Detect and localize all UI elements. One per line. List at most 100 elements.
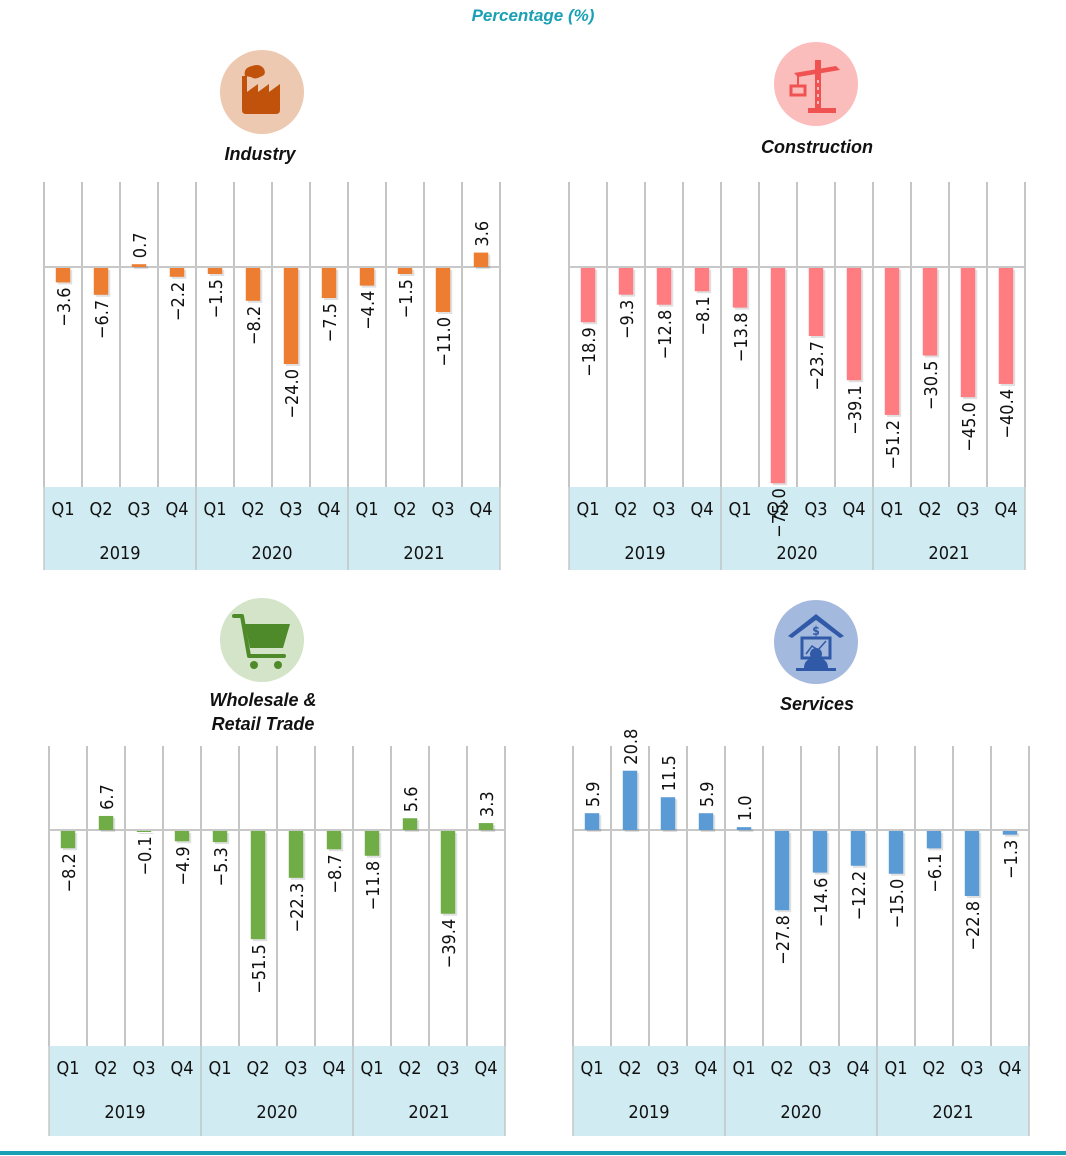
- quarter-tick-label: Q1: [728, 499, 751, 520]
- quarter-tick-label: Q4: [694, 1058, 717, 1079]
- panel-title-line: Retail Trade: [211, 714, 315, 734]
- quarter-tick-label: Q2: [393, 499, 416, 520]
- bar: [998, 268, 1014, 384]
- bar: [660, 797, 676, 830]
- quarter-tick-label: Q2: [89, 499, 112, 520]
- bar: [321, 268, 337, 298]
- data-label: −2.2: [168, 282, 189, 321]
- data-label: 3.3: [477, 791, 498, 817]
- bar: [774, 831, 790, 911]
- bar: [850, 831, 866, 866]
- quarter-tick-label: Q1: [360, 1058, 383, 1079]
- quarter-tick-label: Q4: [322, 1058, 345, 1079]
- quarter-tick-label: Q2: [922, 1058, 945, 1079]
- year-tick-label: 2019: [628, 1102, 669, 1123]
- bar: [698, 813, 714, 830]
- services-chart: 5.9 Q1 20.8 Q2 11.5 Q3 5.9 Q4 1.0 Q1 −27.8 Q2 −14.6 Q…: [572, 729, 1030, 1136]
- bar: [283, 268, 299, 364]
- bar: [435, 268, 451, 312]
- quarter-tick-label: Q3: [960, 1058, 983, 1079]
- quarter-tick-label: Q2: [918, 499, 941, 520]
- data-label: −0.1: [135, 836, 156, 875]
- bar: [245, 268, 261, 301]
- year-tick-label: 2021: [403, 543, 444, 564]
- shopping-cart-icon-glyph: [232, 614, 290, 669]
- bar-shadow: [138, 833, 154, 834]
- bar: [770, 268, 786, 484]
- year-tick-label: 2020: [776, 543, 817, 564]
- data-label: −30.5: [921, 361, 942, 411]
- data-label: −45.0: [959, 402, 980, 452]
- quarter-tick-label: Q4: [170, 1058, 193, 1079]
- year-tick-label: 2020: [780, 1102, 821, 1123]
- year-tick-label: 2019: [624, 543, 665, 564]
- quarter-tick-label: Q4: [165, 499, 188, 520]
- bar: [618, 268, 634, 295]
- data-label: 6.7: [97, 784, 118, 810]
- quarter-tick-label: Q4: [998, 1058, 1021, 1079]
- bar: [736, 827, 752, 830]
- bank-computer-icon: $: [774, 600, 858, 684]
- bar: [98, 815, 114, 830]
- data-label: −11.8: [363, 861, 384, 911]
- data-label: 11.5: [659, 755, 680, 791]
- year-tick-label: 2019: [99, 543, 140, 564]
- bar: [964, 831, 980, 896]
- crane-icon-glyph: [789, 60, 840, 113]
- data-label: −51.5: [249, 944, 270, 994]
- data-label: −39.1: [845, 385, 866, 435]
- data-label: −11.0: [434, 317, 455, 367]
- quarter-tick-label: Q3: [436, 1058, 459, 1079]
- quarter-tick-label: Q2: [241, 499, 264, 520]
- svg-text:$: $: [812, 624, 820, 638]
- bar: [622, 770, 638, 830]
- bar: [55, 268, 71, 283]
- data-label: −8.1: [693, 296, 714, 335]
- year-tick-label: 2021: [408, 1102, 449, 1123]
- quarter-tick-label: Q4: [474, 1058, 497, 1079]
- bar: [93, 268, 109, 295]
- crane-icon: [774, 42, 858, 126]
- bar: [812, 831, 828, 873]
- data-label: −22.3: [287, 883, 308, 933]
- bar-shadow: [1004, 833, 1020, 837]
- data-label: −1.5: [396, 279, 417, 318]
- axis-band: [44, 487, 500, 570]
- axis-band: [569, 487, 1025, 570]
- bar-shadow: [133, 266, 149, 269]
- panel-title-wholesale-retail: Wholesale & Retail Trade: [163, 688, 363, 736]
- quarter-tick-label: Q3: [956, 499, 979, 520]
- shopping-cart-icon: [220, 598, 304, 682]
- bar: [922, 268, 938, 356]
- data-label: −40.4: [997, 389, 1018, 439]
- quarter-tick-label: Q3: [431, 499, 454, 520]
- data-label: −6.1: [925, 853, 946, 892]
- data-label: −13.8: [731, 313, 752, 363]
- data-label: −12.2: [849, 871, 870, 921]
- data-label: −3.6: [54, 287, 75, 326]
- bar: [808, 268, 824, 337]
- bar: [884, 268, 900, 415]
- panel-title-line: Services: [779, 694, 855, 714]
- year-tick-label: 2021: [928, 543, 969, 564]
- bar: [1002, 831, 1018, 835]
- quarter-tick-label: Q2: [766, 499, 789, 520]
- data-label: −22.8: [963, 901, 984, 951]
- year-tick-label: 2019: [104, 1102, 145, 1123]
- bar: [364, 831, 380, 856]
- data-label: −8.2: [244, 306, 265, 345]
- bar: [136, 831, 152, 832]
- data-label: −6.7: [92, 300, 113, 339]
- quarter-tick-label: Q2: [398, 1058, 421, 1079]
- bar: [402, 818, 418, 830]
- quarter-tick-label: Q1: [884, 1058, 907, 1079]
- bar: [580, 268, 596, 323]
- quarter-tick-label: Q4: [994, 499, 1017, 520]
- quarter-tick-label: Q2: [618, 1058, 641, 1079]
- bar: [212, 831, 228, 843]
- quarter-tick-label: Q2: [770, 1058, 793, 1079]
- quarter-tick-label: Q3: [279, 499, 302, 520]
- quarter-tick-label: Q4: [846, 1058, 869, 1079]
- quarter-tick-label: Q3: [804, 499, 827, 520]
- data-label: 5.9: [697, 781, 718, 807]
